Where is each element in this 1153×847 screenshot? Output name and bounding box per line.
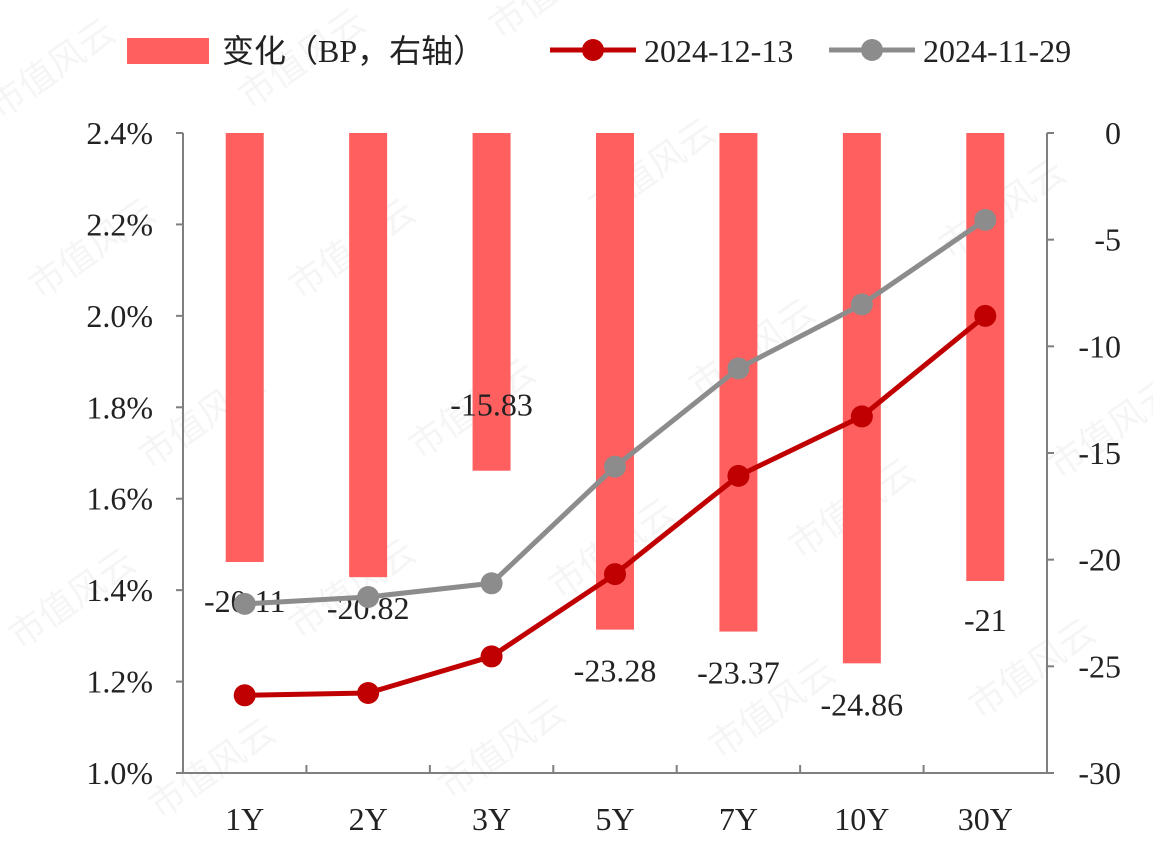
- right-tick-label: -20: [1078, 542, 1121, 578]
- bar-30Y: [966, 133, 1005, 581]
- legend-marker-1129: [861, 39, 883, 61]
- bar-data-label: -24.86: [821, 686, 904, 722]
- x-tick-label: 10Y: [834, 801, 889, 837]
- right-tick-label: -15: [1078, 435, 1121, 471]
- point-2024-11-29-2Y: [357, 586, 380, 608]
- legend-label-change: 变化（BP，右轴）: [222, 33, 485, 69]
- x-tick-label: 7Y: [719, 801, 758, 837]
- point-2024-11-29-10Y: [850, 293, 873, 316]
- left-tick-label: 1.0%: [86, 755, 153, 791]
- legend-label-1213: 2024-12-13: [644, 33, 793, 69]
- bar-1Y: [225, 133, 264, 563]
- bar-data-label: -21: [964, 602, 1007, 638]
- left-tick-label: 1.2%: [86, 664, 153, 700]
- legend: 变化（BP，右轴） 2024-12-13 2024-11-29: [127, 33, 1071, 69]
- left-tick-label: 2.4%: [86, 115, 153, 151]
- right-tick-label: -25: [1078, 648, 1121, 684]
- bar-data-label: -15.83: [450, 387, 533, 423]
- bar-10Y: [842, 133, 881, 664]
- right-tick-label: -30: [1078, 755, 1121, 791]
- legend-marker-1213: [582, 39, 604, 61]
- point-2024-11-29-5Y: [604, 455, 626, 478]
- x-axis-ticks: 1Y 2Y 3Y 5Y 7Y 10Y 30Y: [225, 765, 1013, 837]
- x-tick-label: 3Y: [472, 801, 511, 837]
- point-2024-12-13-5Y: [604, 563, 626, 586]
- point-2024-12-13-30Y: [974, 304, 997, 327]
- legend-swatch-change: [127, 38, 209, 64]
- bar-data-label: -23.28: [574, 653, 657, 689]
- point-2024-12-13-10Y: [850, 405, 873, 428]
- bar-3Y: [472, 133, 511, 471]
- left-tick-label: 1.6%: [86, 481, 153, 517]
- x-tick-label: 30Y: [958, 801, 1013, 837]
- left-tick-label: 1.4%: [86, 572, 153, 608]
- x-tick-label: 2Y: [349, 801, 388, 837]
- watermark-text: 市值风云: [0, 11, 123, 127]
- point-2024-11-29-3Y: [480, 572, 503, 595]
- bar-7Y: [719, 133, 758, 632]
- watermark-text: 市值风云: [432, 691, 573, 807]
- left-axis-ticks: 1.0% 1.2% 1.4% 1.6% 1.8% 2.0% 2.2% 2.4%: [86, 115, 183, 791]
- left-tick-label: 1.8%: [86, 389, 153, 425]
- left-tick-label: 2.0%: [86, 298, 153, 334]
- point-2024-12-13-2Y: [357, 682, 380, 704]
- bar-5Y: [596, 133, 634, 630]
- right-tick-label: -10: [1078, 328, 1121, 364]
- point-2024-11-29-30Y: [974, 208, 997, 231]
- bar-2Y: [349, 133, 388, 578]
- point-2024-12-13-3Y: [480, 645, 503, 668]
- point-2024-12-13-7Y: [727, 464, 750, 487]
- left-tick-label: 2.2%: [86, 206, 153, 242]
- right-tick-label: 0: [1105, 115, 1121, 151]
- point-2024-11-29-7Y: [727, 357, 750, 380]
- point-2024-11-29-1Y: [233, 592, 256, 615]
- x-tick-label: 5Y: [595, 801, 634, 837]
- watermark-text: 市值风云: [482, 0, 623, 47]
- bar-series: [225, 133, 1005, 664]
- line-series: [233, 208, 997, 707]
- x-tick-label: 1Y: [225, 801, 264, 837]
- right-tick-label: -5: [1094, 222, 1121, 258]
- point-2024-12-13-1Y: [233, 684, 256, 707]
- legend-label-1129: 2024-11-29: [923, 33, 1071, 69]
- bar-data-label: -23.37: [697, 655, 780, 691]
- right-axis-ticks: -30 -25 -20 -15 -10 -5 0: [1047, 115, 1121, 791]
